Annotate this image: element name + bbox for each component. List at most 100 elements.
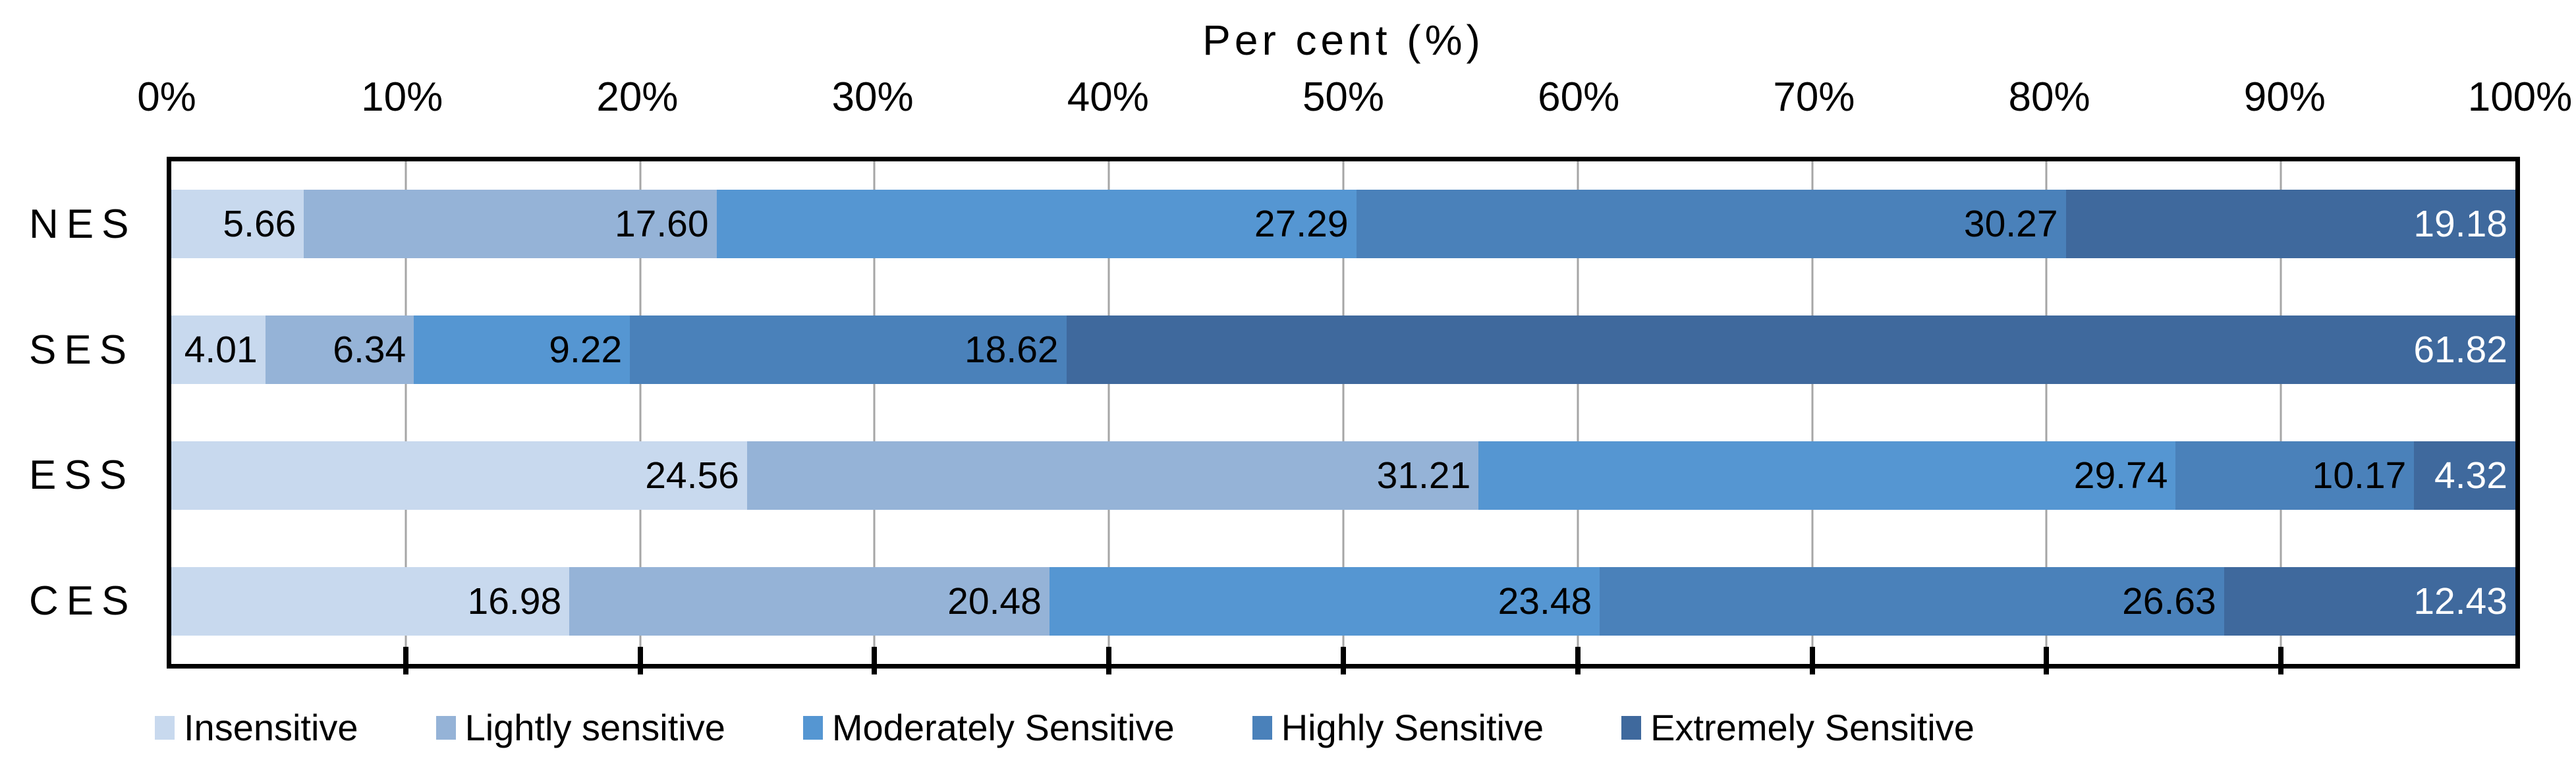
plot-area: NES 5.66 17.60 27.29 30.27 19.18 SES 4.01 6.34 9.… — [29, 157, 2520, 674]
segment-value-label: 31.21 — [1376, 454, 1471, 497]
segment-value-label: 4.32 — [2434, 454, 2507, 497]
bar-segment-ces-moderately-sensitive: 23.48 — [1049, 566, 1600, 636]
segment-value-label: 20.48 — [947, 580, 1042, 622]
x-axis-tick-label: 90% — [2243, 74, 2326, 120]
bar-segment-nes-extremely-sensitive: 19.18 — [2065, 190, 2515, 259]
legend-item-extremely-sensitive: Extremely Sensitive — [1621, 706, 1974, 749]
gridline — [1342, 161, 1345, 664]
x-axis-tick-label: 70% — [1773, 74, 1855, 120]
gridline — [1811, 161, 1814, 664]
row-label-ess: ESS — [29, 453, 135, 499]
bar-rows: NES 5.66 17.60 27.29 30.27 19.18 SES 4.01 6.34 9.… — [29, 161, 2515, 664]
bar-segment-ess-insensitive: 24.56 — [171, 441, 747, 510]
bar-segment-ses-insensitive: 4.01 — [171, 315, 266, 385]
segment-value-label: 23.48 — [1498, 580, 1592, 622]
x-axis-tick-label: 10% — [361, 74, 443, 120]
stacked-bar-ses: 4.01 6.34 9.22 18.62 61.82 — [171, 315, 2515, 385]
row-label-ses: SES — [29, 327, 135, 373]
x-axis-tick-label: 60% — [1538, 74, 1620, 120]
stacked-bar-ces: 16.98 20.48 23.48 26.63 12.43 — [171, 566, 2515, 636]
legend-swatch-moderately-sensitive — [802, 715, 823, 740]
axis-tick-mark — [1106, 647, 1112, 674]
legend-item-insensitive: Insensitive — [155, 706, 358, 749]
x-axis-tick-label: 80% — [2008, 74, 2090, 120]
segment-value-label: 30.27 — [1963, 203, 2058, 246]
legend-item-moderately-sensitive: Moderately Sensitive — [802, 706, 1175, 749]
x-axis-tick-label: 0% — [137, 74, 196, 120]
bar-segment-ces-insensitive: 16.98 — [171, 566, 570, 636]
bar-segment-ess-highly-sensitive: 10.17 — [2175, 441, 2415, 510]
x-axis-tick-label: 50% — [1302, 74, 1385, 120]
bar-segment-ess-lightly-sensitive: 31.21 — [746, 441, 1479, 510]
bar-segment-ces-extremely-sensitive: 12.43 — [2224, 566, 2515, 636]
bar-segment-ces-lightly-sensitive: 20.48 — [569, 566, 1050, 636]
bar-segment-nes-highly-sensitive: 30.27 — [1356, 190, 2066, 259]
segment-value-label: 27.29 — [1254, 203, 1349, 246]
legend: Insensitive Lightly sensitive Moderately S… — [155, 706, 1974, 749]
legend-item-lightly-sensitive: Lightly sensitive — [435, 706, 725, 749]
bar-segment-nes-lightly-sensitive: 17.60 — [304, 190, 717, 259]
segment-value-label: 12.43 — [2413, 580, 2507, 622]
x-axis-tick-label: 40% — [1067, 74, 1149, 120]
row-label-nes: NES — [29, 201, 137, 247]
axis-tick-mark — [2278, 647, 2284, 674]
bar-segment-ess-moderately-sensitive: 29.74 — [1478, 441, 2176, 510]
stacked-bar-nes: 5.66 17.60 27.29 30.27 19.18 — [171, 190, 2515, 259]
axis-tick-mark — [1575, 647, 1581, 674]
axis-tick-mark — [1341, 647, 1346, 674]
x-axis-tick-labels: 0% 10% 20% 30% 40% 50% 60% 70% 80% 90% 100% — [137, 74, 2572, 126]
bar-segment-ses-lightly-sensitive: 6.34 — [265, 315, 414, 385]
bar-segment-ses-extremely-sensitive: 61.82 — [1066, 315, 2515, 385]
segment-value-label: 5.66 — [223, 203, 296, 246]
gridline — [405, 161, 407, 664]
bar-row-ess: ESS 24.56 31.21 29.74 10.17 4.32 — [29, 413, 2515, 539]
legend-swatch-extremely-sensitive — [1621, 715, 1642, 740]
segment-value-label: 10.17 — [2312, 454, 2407, 497]
bar-segment-ses-moderately-sensitive: 9.22 — [414, 315, 630, 385]
x-axis-tick-label: 30% — [831, 74, 914, 120]
axis-tick-mark — [637, 647, 643, 674]
gridline — [2280, 161, 2282, 664]
axis-tick-mark — [1809, 647, 1815, 674]
gridline — [873, 161, 876, 664]
segment-value-label: 24.56 — [645, 454, 739, 497]
gridline — [639, 161, 642, 664]
segment-value-label: 17.60 — [614, 203, 709, 246]
axis-tick-mark — [2044, 647, 2050, 674]
legend-swatch-lightly-sensitive — [435, 715, 456, 740]
legend-label: Moderately Sensitive — [831, 707, 1175, 748]
axis-tick-mark — [872, 647, 878, 674]
legend-label: Extremely Sensitive — [1650, 707, 1974, 748]
gridline — [2045, 161, 2048, 664]
segment-value-label: 9.22 — [549, 329, 623, 371]
legend-label: Insensitive — [184, 707, 358, 748]
gridline — [1577, 161, 1579, 664]
segment-value-label: 19.18 — [2413, 203, 2507, 246]
legend-label: Lightly sensitive — [464, 707, 725, 748]
row-label-ces: CES — [29, 578, 137, 624]
segment-value-label: 4.01 — [184, 329, 258, 371]
legend-item-highly-sensitive: Highly Sensitive — [1252, 706, 1544, 749]
bar-segment-ces-highly-sensitive: 26.63 — [1600, 566, 2224, 636]
axis-tick-mark — [403, 647, 408, 674]
bar-segment-ess-extremely-sensitive: 4.32 — [2414, 441, 2515, 510]
legend-swatch-insensitive — [155, 715, 175, 740]
segment-value-label: 29.74 — [2073, 454, 2168, 497]
gridline — [1107, 161, 1110, 664]
bar-segment-nes-moderately-sensitive: 27.29 — [716, 190, 1357, 259]
legend-label: Highly Sensitive — [1281, 707, 1544, 748]
segment-value-label: 16.98 — [467, 580, 562, 622]
segment-value-label: 61.82 — [2413, 329, 2507, 371]
x-axis-tick-label: 20% — [596, 74, 679, 120]
segment-value-label: 6.34 — [333, 329, 406, 371]
legend-swatch-highly-sensitive — [1252, 715, 1272, 740]
chart-title: Per cent (%) — [1202, 16, 1484, 64]
bar-row-ses: SES 4.01 6.34 9.22 18.62 61.82 — [29, 287, 2515, 413]
stacked-bar-ess: 24.56 31.21 29.74 10.17 4.32 — [171, 441, 2515, 510]
segment-value-label: 26.63 — [2122, 580, 2216, 622]
bar-segment-ses-highly-sensitive: 18.62 — [630, 315, 1067, 385]
bar-row-nes: NES 5.66 17.60 27.29 30.27 19.18 — [29, 161, 2515, 287]
bar-segment-nes-insensitive: 5.66 — [171, 190, 304, 259]
segment-value-label: 18.62 — [964, 329, 1059, 371]
